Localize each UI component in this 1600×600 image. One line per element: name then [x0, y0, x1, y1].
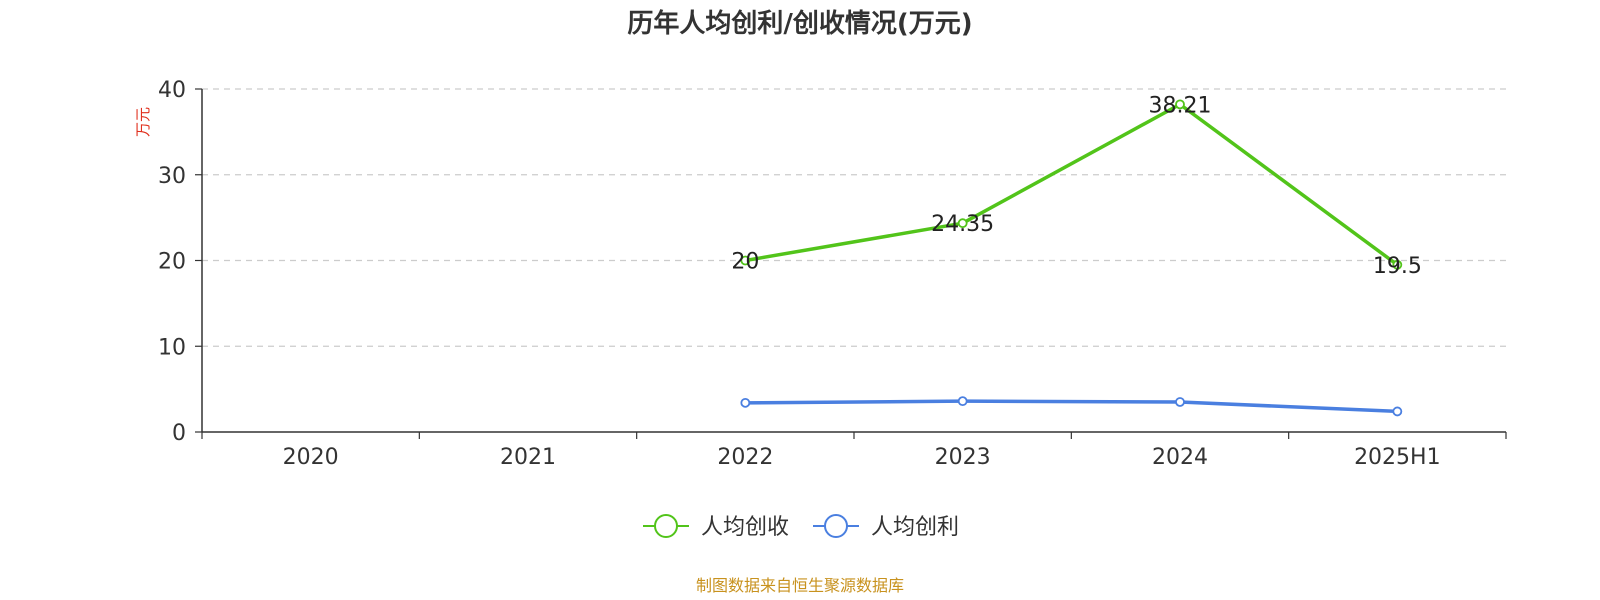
- data-point[interactable]: [1175, 99, 1185, 110]
- y-tick-label: 0: [172, 421, 186, 446]
- data-point[interactable]: [1175, 397, 1185, 407]
- legend-circle-icon: [824, 514, 848, 538]
- source-note: 制图数据来自恒生聚源数据库: [696, 576, 904, 595]
- y-tick-label: 30: [158, 164, 186, 189]
- data-point[interactable]: [957, 396, 968, 407]
- y-tick-label: 20: [158, 250, 186, 275]
- data-point[interactable]: [1392, 406, 1403, 417]
- grid-layer: [202, 88, 1506, 347]
- data-label: 24.35: [931, 212, 994, 237]
- data-point[interactable]: [740, 397, 751, 408]
- chart-title: 历年人均创利/创收情况(万元): [627, 8, 972, 39]
- legend-item-1[interactable]: 人均创利: [813, 514, 959, 540]
- legend-circle-icon: [654, 514, 678, 538]
- axis-layer: 0 10 20 30 40 2020 2021 2022 2023 2024 2025H1: [158, 78, 1507, 470]
- series-line-0: [745, 102, 1399, 267]
- x-tick-label: 2021: [500, 445, 556, 470]
- data-label-layer: 20 24.35 38.21 19.5: [731, 93, 1421, 278]
- x-tick-label: 2020: [283, 445, 339, 470]
- x-tick-label: 2022: [717, 445, 773, 470]
- legend-label: 人均创收: [701, 515, 789, 540]
- y-tick-label: 40: [158, 78, 186, 103]
- legend-label: 人均创利: [871, 515, 959, 540]
- x-tick-label: 2023: [935, 445, 991, 470]
- data-point[interactable]: [1392, 259, 1403, 270]
- y-axis-unit-label: 万元: [134, 107, 152, 137]
- legend-item-0[interactable]: 人均创收: [643, 514, 789, 540]
- data-label: 38.21: [1149, 93, 1212, 118]
- data-point[interactable]: [740, 255, 751, 266]
- series-layer: [740, 99, 1403, 417]
- legend[interactable]: 人均创收 人均创利: [643, 514, 959, 540]
- x-tick-label: 2024: [1152, 445, 1208, 470]
- y-tick-label: 10: [158, 335, 186, 360]
- x-tick-label: 2025H1: [1354, 445, 1441, 470]
- data-point[interactable]: [957, 218, 968, 229]
- data-label: 20: [731, 250, 759, 275]
- series-line-1: [745, 399, 1398, 414]
- data-label: 19.5: [1373, 254, 1422, 279]
